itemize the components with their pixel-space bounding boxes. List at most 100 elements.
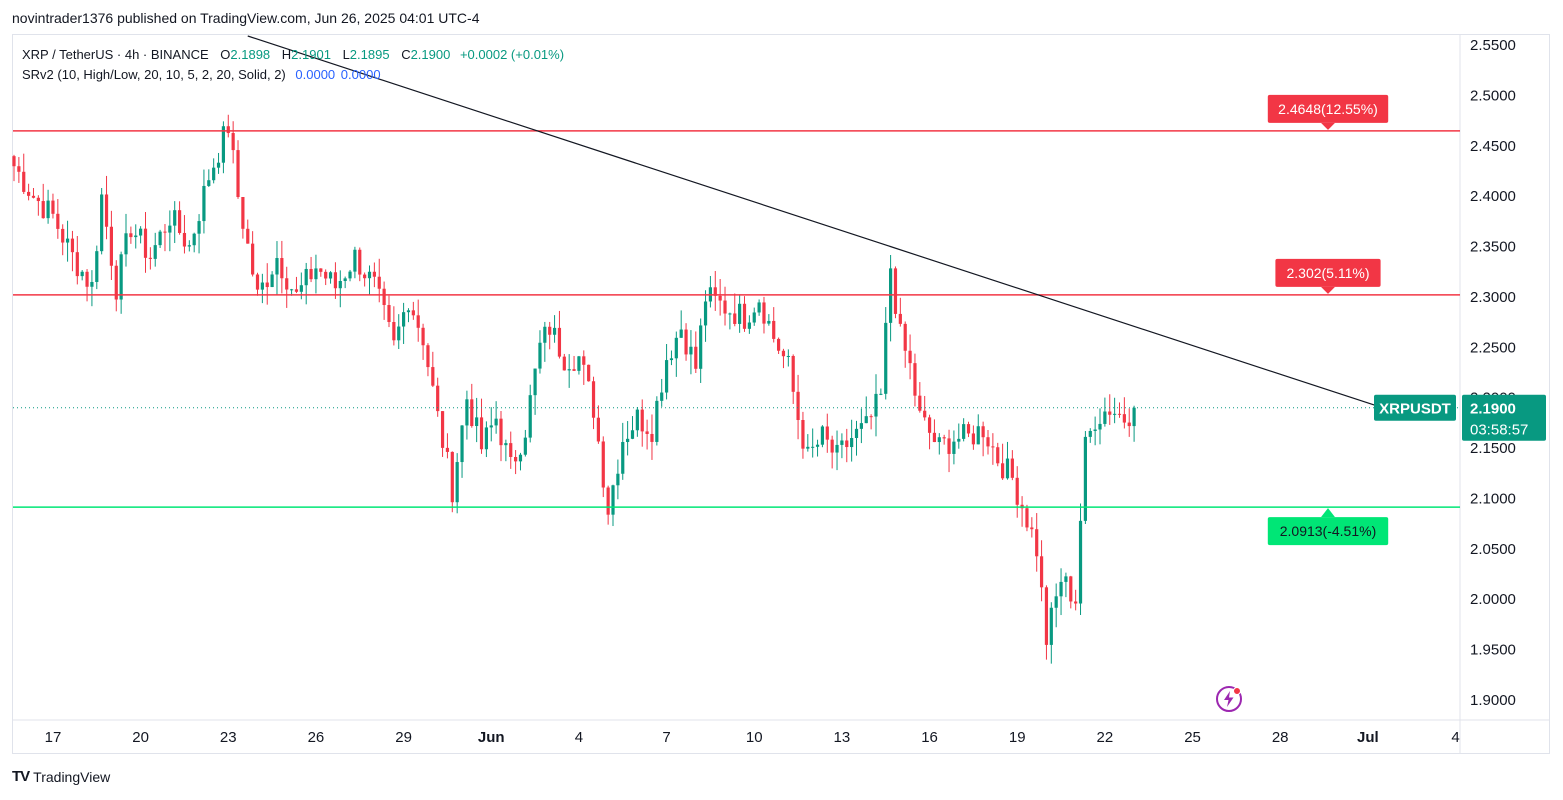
symbol-tag-box — [1374, 394, 1456, 421]
candle-body — [679, 329, 683, 338]
candle — [338, 270, 342, 308]
candle-body — [689, 346, 693, 355]
candle-body — [918, 395, 922, 411]
candle — [484, 421, 488, 458]
candle-body — [548, 326, 552, 335]
candle — [134, 224, 138, 249]
candle — [70, 230, 75, 272]
indicator-value-2: 0.0000 — [340, 67, 381, 82]
candle — [1020, 496, 1024, 527]
candle-body — [752, 312, 756, 323]
publish-info: novintrader1376 published on TradingView… — [12, 10, 480, 26]
candle-body — [1015, 477, 1019, 505]
candle — [426, 343, 430, 377]
candle — [962, 418, 966, 442]
flash-icon[interactable] — [1215, 685, 1243, 713]
candle-body — [572, 369, 576, 371]
candle-body — [333, 272, 338, 289]
candle-body — [280, 258, 284, 279]
candle-body — [591, 381, 596, 418]
candle-body — [41, 201, 45, 219]
candle — [835, 430, 839, 471]
candle — [986, 430, 990, 455]
candle — [280, 240, 284, 294]
candle — [1103, 397, 1107, 427]
candle-body — [879, 393, 883, 395]
candle — [971, 425, 975, 450]
candle-body — [348, 271, 352, 279]
candle-body — [246, 228, 250, 244]
candle-body — [635, 409, 639, 431]
legend-symbol[interactable]: XRP / TetherUS · 4h · BINANCE — [22, 47, 209, 62]
candle-body — [484, 427, 488, 450]
candle-body — [820, 426, 825, 445]
candle — [913, 353, 917, 407]
footer: TV TradingView — [12, 768, 110, 785]
price-tick-label: 1.9000 — [1470, 692, 1516, 709]
candle-body — [1117, 413, 1122, 415]
candle — [168, 210, 172, 252]
candle — [319, 268, 323, 277]
candle — [796, 374, 800, 440]
candle — [1005, 441, 1010, 480]
candle-body — [65, 238, 70, 243]
candle-body — [776, 338, 781, 351]
candle — [1113, 397, 1117, 424]
candle-body — [470, 399, 474, 427]
candle — [363, 272, 367, 287]
candle-body — [70, 238, 75, 253]
price-tick-label: 2.4500 — [1470, 138, 1516, 155]
candle — [1064, 572, 1068, 598]
legend-close-label: C — [401, 47, 411, 62]
candle-body — [251, 243, 255, 275]
candle — [1015, 466, 1019, 518]
candle-body — [966, 424, 971, 434]
candle — [1078, 503, 1083, 615]
candle-body — [718, 295, 722, 301]
price-tick-label: 2.1500 — [1470, 440, 1516, 457]
candle — [655, 396, 659, 446]
price-tick-label: 2.5500 — [1470, 37, 1516, 54]
footer-brand[interactable]: TradingView — [33, 768, 111, 785]
resistance-level-label: 2.4648(12.55%) — [1267, 94, 1389, 130]
candle-body — [728, 313, 732, 315]
candle — [723, 286, 727, 326]
candle — [333, 262, 338, 299]
candle-body — [557, 327, 562, 357]
candle-body — [884, 322, 888, 394]
candle-body — [781, 350, 786, 357]
candle-body — [255, 274, 260, 290]
time-axis: 17 20 23 26 29 Jun 4 7 10 13 16 19 22 25 28 Jul 4 — [45, 729, 1460, 746]
candle-body — [567, 369, 571, 371]
price-tag-countdown: 03:58:57 — [1470, 422, 1528, 439]
candle — [1098, 408, 1102, 445]
candle — [523, 429, 527, 457]
legend-low-label: L — [342, 47, 350, 62]
candle — [207, 169, 211, 188]
candle-body — [1103, 411, 1107, 424]
candle-body — [1030, 527, 1034, 530]
price-tick-label: 2.3000 — [1470, 289, 1516, 306]
candle-body — [153, 245, 157, 259]
candle — [251, 231, 255, 277]
candle — [197, 214, 201, 254]
legend-row-indicator: SRv2 (10, High/Low, 20, 10, 5, 2, 20, So… — [22, 65, 564, 85]
tradingview-logo[interactable]: TV — [12, 768, 30, 785]
candle — [41, 183, 45, 219]
candle — [265, 263, 269, 305]
candle — [1069, 575, 1073, 609]
candle-body — [309, 268, 313, 280]
indicator-name[interactable]: SRv2 (10, High/Low, 20, 10, 5, 2, 20, So… — [22, 67, 286, 82]
candle-body — [616, 473, 620, 486]
candle — [324, 269, 328, 286]
candle — [216, 152, 221, 174]
candle — [947, 429, 951, 473]
level-label-pointer — [1321, 286, 1335, 294]
candle-body — [479, 417, 484, 450]
candle — [621, 422, 625, 480]
candle — [791, 354, 795, 404]
candle-body — [723, 300, 727, 314]
candle-body — [36, 197, 40, 202]
candle — [942, 434, 946, 445]
